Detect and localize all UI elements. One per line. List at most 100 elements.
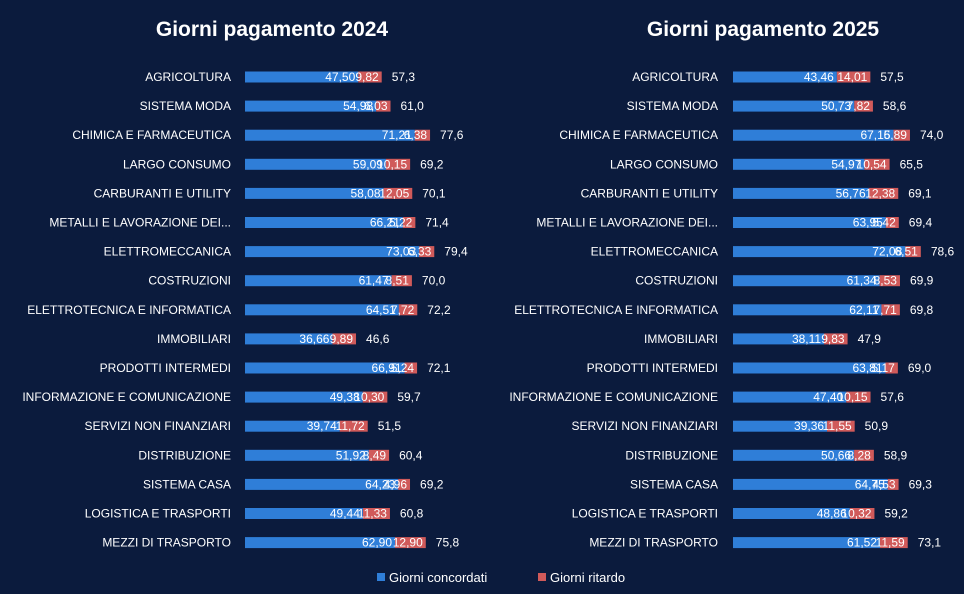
bar-giorni-concordati xyxy=(733,275,880,287)
category-label: AGRICOLTURA xyxy=(145,70,231,84)
data-label-ritardo: 7,82 xyxy=(847,99,871,113)
category-label: CHIMICA E FARMACEUTICA xyxy=(559,128,718,142)
data-label-total: 69,9 xyxy=(910,274,934,288)
data-label-total: 73,1 xyxy=(918,536,942,550)
data-label-ritardo: 11,59 xyxy=(876,536,905,550)
category-label: LARGO CONSUMO xyxy=(610,157,718,171)
bar-giorni-ritardo xyxy=(880,537,908,549)
category-label: ELETTROMECCANICA xyxy=(591,245,718,259)
bar-giorni-ritardo xyxy=(395,537,426,549)
data-label-ritardo: 12,05 xyxy=(379,186,409,200)
data-label-ritardo: 14,01 xyxy=(837,70,867,84)
category-label: SISTEMA CASA xyxy=(143,477,231,491)
bar-giorni-concordati xyxy=(245,537,396,549)
data-label-total: 60,8 xyxy=(400,507,424,521)
data-label-concordati: 39,36 xyxy=(794,419,824,433)
bar-giorni-ritardo xyxy=(836,71,871,83)
bar-giorni-concordati xyxy=(733,246,906,258)
category-label: PRODOTTI INTERMEDI xyxy=(587,361,718,375)
data-label-ritardo: 5,17 xyxy=(872,361,896,375)
data-label-concordati: 64,75 xyxy=(855,477,885,491)
bar-giorni-ritardo xyxy=(864,158,890,170)
category-label: SISTEMA MODA xyxy=(627,99,718,113)
data-label-total: 69,0 xyxy=(908,361,932,375)
data-label-ritardo: 11,33 xyxy=(358,507,387,521)
bar-giorni-concordati xyxy=(733,420,828,432)
category-label: SISTEMA MODA xyxy=(140,99,231,113)
data-label-concordati: 59,09 xyxy=(353,157,383,171)
bar-giorni-ritardo xyxy=(887,478,899,490)
category-label: ELETTROMECCANICA xyxy=(104,245,231,259)
bar-giorni-ritardo xyxy=(905,246,921,258)
bar-giorni-ritardo xyxy=(362,508,390,519)
bar-giorni-concordati xyxy=(245,129,415,141)
data-label-ritardo: 6,51 xyxy=(894,245,918,259)
bar-giorni-concordati xyxy=(245,275,392,287)
data-label-total: 70,1 xyxy=(422,186,446,200)
bar-giorni-ritardo xyxy=(398,478,411,490)
data-label-concordati: 64,23 xyxy=(365,477,395,491)
data-label-total: 58,6 xyxy=(883,99,907,113)
bar-giorni-concordati xyxy=(245,304,399,316)
bar-giorni-concordati xyxy=(733,158,865,170)
chart-title: Giorni pagamento 2025 xyxy=(647,18,880,41)
data-label-ritardo: 7,72 xyxy=(391,303,415,317)
data-label-concordati: 66,91 xyxy=(372,361,402,375)
data-label-ritardo: 4,96 xyxy=(384,477,408,491)
data-label-concordati: 48,86 xyxy=(817,507,847,521)
bar-giorni-ritardo xyxy=(362,391,388,403)
category-label: ELETTROTECNICA E INFORMATICA xyxy=(27,303,231,317)
data-label-concordati: 47,50 xyxy=(325,70,355,84)
data-label-ritardo: 6,33 xyxy=(408,245,432,259)
category-label: COSTRUZIONI xyxy=(148,274,231,288)
data-label-ritardo: 9,89 xyxy=(330,332,354,346)
bar-giorni-ritardo xyxy=(414,129,431,141)
data-label-concordati: 66,21 xyxy=(370,216,400,230)
data-label-concordati: 62,90 xyxy=(362,536,392,550)
category-label: LOGISTICA E TRASPORTI xyxy=(572,507,718,521)
category-label: PRODOTTI INTERMEDI xyxy=(100,361,231,375)
data-label-ritardo: 12,38 xyxy=(865,186,895,200)
bar-giorni-ritardo xyxy=(402,217,416,228)
data-label-concordati: 54,97 xyxy=(831,157,861,171)
data-label-concordati: 56,76 xyxy=(836,186,866,200)
category-label: MEZZI DI TRASPORTO xyxy=(102,536,231,550)
bar-giorni-concordati xyxy=(245,333,333,345)
data-label-concordati: 72,08 xyxy=(872,245,902,259)
data-label-total: 70,0 xyxy=(422,274,446,288)
bar-giorni-concordati xyxy=(733,362,886,374)
bar-giorni-ritardo xyxy=(332,333,357,345)
bar-giorni-concordati xyxy=(733,478,888,490)
data-label-concordati: 54,98 xyxy=(343,99,373,113)
data-label-total: 78,6 xyxy=(931,245,955,259)
data-label-total: 75,8 xyxy=(436,536,460,550)
legend-label: Giorni concordati xyxy=(389,570,487,585)
bar-giorni-ritardo xyxy=(376,100,391,112)
category-label: AGRICOLTURA xyxy=(632,70,718,84)
category-label: INFORMAZIONE E COMUNICAZIONE xyxy=(22,390,231,404)
data-label-total: 59,2 xyxy=(884,507,908,521)
category-label: SISTEMA CASA xyxy=(630,477,718,491)
data-label-total: 79,4 xyxy=(444,245,468,259)
category-label: METALLI E LAVORAZIONE DEI... xyxy=(49,216,231,230)
bar-giorni-ritardo xyxy=(383,187,413,199)
data-label-concordati: 51,92 xyxy=(336,448,366,462)
bar-giorni-concordati xyxy=(245,71,359,83)
bar-giorni-ritardo xyxy=(849,508,875,519)
data-label-total: 57,5 xyxy=(880,70,904,84)
data-label-ritardo: 5,42 xyxy=(872,216,896,230)
data-label-concordati: 62,11 xyxy=(849,303,878,317)
data-label-concordati: 39,74 xyxy=(307,419,337,433)
bar-giorni-concordati xyxy=(733,217,886,228)
data-label-total: 72,1 xyxy=(427,361,451,375)
data-label-ritardo: 11,72 xyxy=(336,419,365,433)
data-label-concordati: 50,73 xyxy=(821,99,851,113)
bar-giorni-concordati xyxy=(245,508,363,519)
data-label-ritardo: 4,53 xyxy=(872,477,896,491)
data-label-total: 61,0 xyxy=(401,99,425,113)
bar-giorni-concordati xyxy=(733,71,837,83)
legend-label: Giorni ritardo xyxy=(550,570,625,585)
category-label: CARBURANTI E UTILITY xyxy=(581,186,718,200)
data-label-total: 46,6 xyxy=(366,332,390,346)
category-label: INFORMAZIONE E COMUNICAZIONE xyxy=(509,390,718,404)
